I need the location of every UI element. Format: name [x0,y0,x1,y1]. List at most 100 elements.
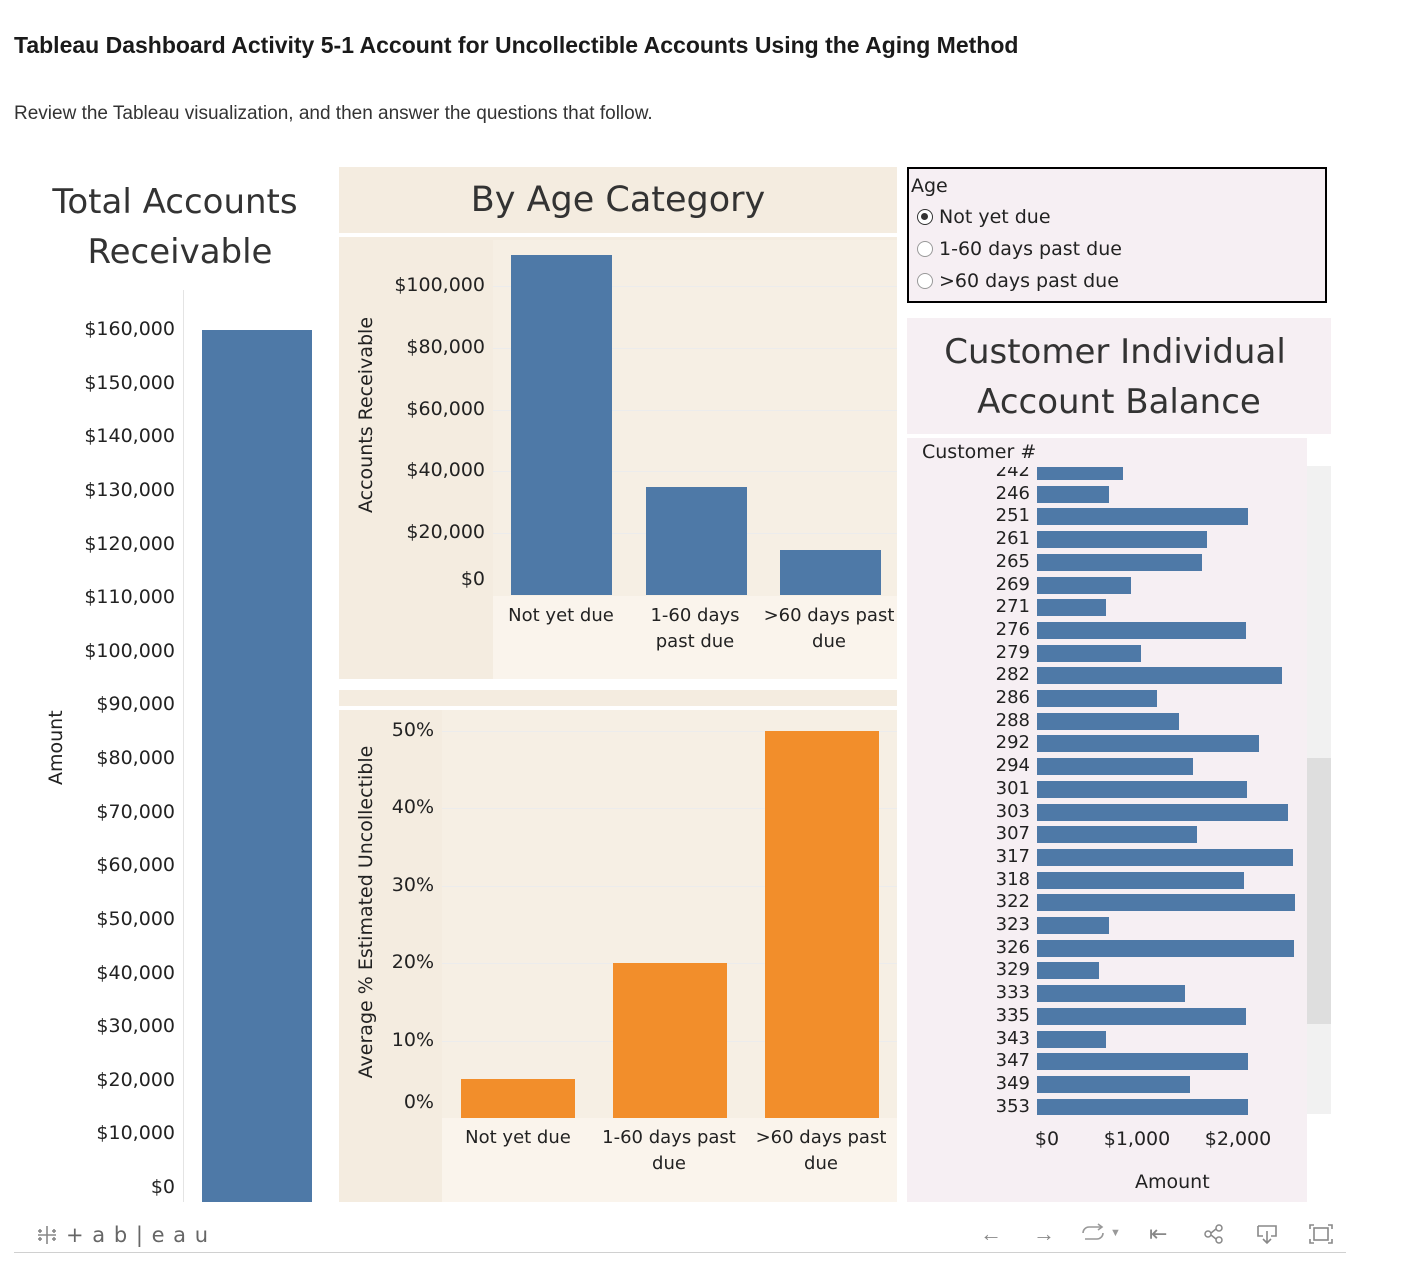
customer-bar[interactable] [1037,485,1109,503]
pct-y-tick: 10% [391,1028,434,1051]
customer-bar[interactable] [1037,599,1107,617]
customer-bar[interactable] [1037,803,1288,821]
customer-bar[interactable] [1037,780,1248,798]
customer-title-line2: Account Balance [977,382,1261,422]
ar-gridline [493,471,897,473]
pct-category-label: 1-60 days past due [602,1127,736,1174]
customer-bar[interactable] [1037,531,1207,549]
age-option-over-60-days[interactable]: >60 days past due [917,267,1119,295]
customer-number: 282 [995,664,1030,686]
tableau-logo-text: + a b | e a u [66,1223,210,1247]
customer-bar[interactable] [1037,735,1259,753]
customer-bar[interactable] [1037,962,1100,980]
pct-y-tick: 40% [391,796,434,819]
total-ar-y-tick: $100,000 [84,639,175,662]
total-ar-y-tick: $140,000 [84,425,175,448]
customer-number: 271 [995,596,1030,618]
pct-bar[interactable] [765,731,879,1118]
total-ar-y-tick: $30,000 [96,1015,175,1038]
revert-button[interactable]: ▼ [1080,1222,1121,1244]
customer-number: 292 [995,732,1030,754]
download-icon[interactable] [1255,1222,1279,1246]
customer-bar[interactable] [1037,758,1194,776]
customer-number: 335 [995,1004,1030,1026]
undo-icon[interactable]: ← [980,1221,1002,1246]
customer-number: 318 [995,868,1030,890]
total-ar-y-tick: $40,000 [96,961,175,984]
share-icon[interactable] [1203,1223,1225,1245]
total-ar-bar[interactable] [202,330,312,1202]
age-option-not-yet-due[interactable]: Not yet due [917,203,1051,231]
customer-bar[interactable] [1037,644,1141,662]
age-option-1-60-days[interactable]: 1-60 days past due [917,235,1122,263]
customer-bar[interactable] [1037,667,1282,685]
footer-divider [14,1252,1346,1253]
age-filter: Age Not yet due 1-60 days past due >60 d… [907,167,1327,303]
total-ar-y-tick: $50,000 [96,907,175,930]
ar-y-tick: $0 [460,568,485,590]
customer-bar[interactable] [1037,985,1185,1003]
customer-bar[interactable] [1037,690,1157,707]
total-ar-y-tick: $160,000 [84,318,175,340]
ar-gridline [493,347,897,349]
customer-bar[interactable] [1037,939,1295,957]
radio-icon[interactable] [917,209,933,225]
pct-category-band [442,1118,897,1202]
customer-bar[interactable] [1037,712,1180,730]
tableau-cross-icon [38,1226,56,1244]
customer-bar[interactable] [1037,871,1245,889]
ar-bar[interactable] [780,550,881,595]
customer-bar[interactable] [1037,553,1203,571]
age-option-label: >60 days past due [939,270,1119,292]
customer-bar[interactable] [1037,917,1109,934]
pct-gridline [442,731,897,732]
customer-number: 322 [995,891,1030,913]
customer-bar[interactable] [1037,1053,1249,1071]
redo-icon[interactable]: → [1033,1221,1055,1246]
customer-number: 353 [995,1095,1030,1115]
radio-icon[interactable] [917,273,933,289]
customer-bar[interactable] [1037,467,1124,480]
radio-icon[interactable] [917,241,933,257]
ar-bar[interactable] [646,486,747,595]
tableau-logo[interactable]: + a b | e a u [36,1223,209,1247]
customer-bar[interactable] [1037,1098,1249,1115]
customer-bar[interactable] [1037,621,1247,639]
customer-number: 333 [995,982,1030,1004]
customer-number: 307 [995,823,1030,845]
customer-number: 323 [995,914,1030,935]
customer-number: 317 [995,845,1030,867]
ar-y-tick: $20,000 [406,521,485,544]
age-option-label: Not yet due [939,206,1051,228]
reset-icon[interactable]: ⇤ [1149,1221,1168,1246]
pct-y-tick: 0% [403,1091,434,1113]
ar-category-label: >60 days past due [763,605,895,652]
customer-scrollbar-thumb[interactable] [1307,758,1331,1024]
pct-bar[interactable] [613,963,727,1118]
customer-header: Customer # [922,441,1037,463]
ar-y-tick: $80,000 [406,335,485,358]
fullscreen-icon[interactable] [1308,1223,1334,1245]
customer-number: 303 [995,800,1030,822]
ar-y-tick: $100,000 [394,274,485,296]
total-ar-y-tick: $80,000 [96,747,175,769]
customer-number: 301 [995,777,1030,799]
pct-category-label: >60 days past due [755,1127,887,1174]
ar-bar[interactable] [511,255,612,595]
pct-bar[interactable] [461,1079,575,1118]
customer-bar[interactable] [1037,894,1296,912]
customer-x-tick: $1,000 [1103,1128,1171,1150]
customer-x-tick: $2,000 [1204,1128,1272,1150]
customer-bar[interactable] [1037,1075,1190,1093]
customer-bar[interactable] [1037,848,1294,866]
customer-bar[interactable] [1037,508,1249,526]
pct-gridline [442,808,897,810]
customer-number: 343 [995,1027,1030,1049]
ar-category-label: 1-60 days past due [650,605,740,652]
customer-bar[interactable] [1037,1007,1247,1025]
customer-bar[interactable] [1037,576,1132,594]
customer-bar[interactable] [1037,826,1198,844]
customer-number: 261 [995,528,1030,550]
total-ar-y-tick: $20,000 [96,1068,175,1091]
customer-bar[interactable] [1037,1030,1107,1048]
